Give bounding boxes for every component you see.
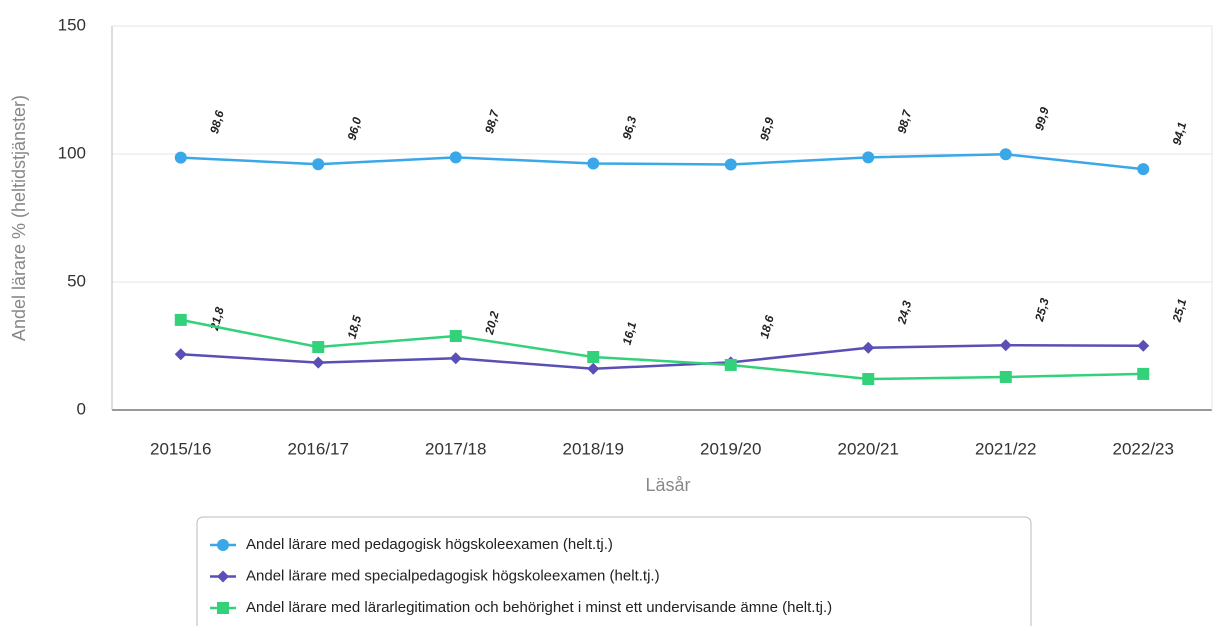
x-tick-label: 2015/16 [150, 439, 211, 458]
legend-marker [217, 570, 229, 583]
data-point [862, 341, 875, 354]
data-point [174, 348, 187, 361]
x-tick-label: 2017/18 [425, 439, 486, 458]
data-point [449, 352, 462, 365]
data-label: 98,7 [895, 107, 915, 134]
x-tick-label: 2021/22 [975, 439, 1036, 458]
data-label: 96,3 [620, 115, 640, 141]
data-point [312, 341, 325, 354]
data-point [862, 151, 875, 164]
legend-label: Andel lärare med specialpedagogisk högsk… [246, 567, 660, 584]
x-tick-label: 2019/20 [700, 439, 761, 458]
x-tick-label: 2022/23 [1113, 439, 1174, 458]
y-tick-label: 0 [77, 399, 86, 418]
data-point [862, 373, 875, 386]
data-label: 18,6 [757, 313, 777, 339]
x-tick-label: 2020/21 [838, 439, 899, 458]
series-line [180, 343, 1144, 371]
data-label: 98,6 [207, 109, 227, 135]
data-label: 96,0 [345, 115, 365, 141]
data-label: 98,7 [482, 107, 502, 134]
data-label: 94,1 [1170, 120, 1190, 146]
data-label: 99,9 [1032, 105, 1052, 131]
data-point [174, 151, 187, 164]
data-point [724, 158, 737, 171]
data-label: 25,3 [1032, 296, 1052, 323]
data-point [312, 356, 325, 369]
legend-label: Andel lärare med lärarlegitimation och b… [246, 599, 832, 616]
series-line [180, 153, 1144, 171]
data-label: 95,9 [757, 116, 777, 142]
x-tick-label: 2016/17 [288, 439, 349, 458]
data-point [999, 339, 1012, 352]
legend-label: Andel lärare med pedagogisk högskoleexam… [246, 536, 613, 553]
data-point [1137, 367, 1150, 380]
x-tick-label: 2018/19 [563, 439, 624, 458]
data-label: 18,5 [345, 314, 365, 340]
data-point [587, 362, 600, 375]
y-axis-label: Andel lärare % (heltidstjänster) [9, 95, 29, 341]
data-point [449, 330, 462, 343]
x-axis-label: Läsår [645, 475, 690, 495]
y-tick-label: 50 [67, 271, 86, 290]
series-line [180, 318, 1144, 381]
data-point [724, 358, 737, 371]
data-point [999, 370, 1012, 383]
legend-box [196, 516, 1032, 631]
data-point [587, 157, 600, 170]
data-point [174, 313, 187, 326]
data-point [1137, 339, 1150, 352]
data-label: 24,3 [894, 299, 914, 326]
data-point [1137, 163, 1150, 176]
data-point [312, 158, 325, 171]
data-label: 25,1 [1169, 297, 1189, 324]
y-tick-label: 100 [58, 143, 86, 162]
data-point [587, 351, 600, 364]
data-label: 20,2 [482, 309, 502, 336]
data-point [999, 148, 1012, 161]
legend-marker [217, 539, 229, 551]
y-tick-label: 150 [58, 15, 86, 34]
data-label: 16,1 [620, 320, 640, 346]
data-point [449, 151, 462, 164]
legend-marker [217, 602, 229, 614]
